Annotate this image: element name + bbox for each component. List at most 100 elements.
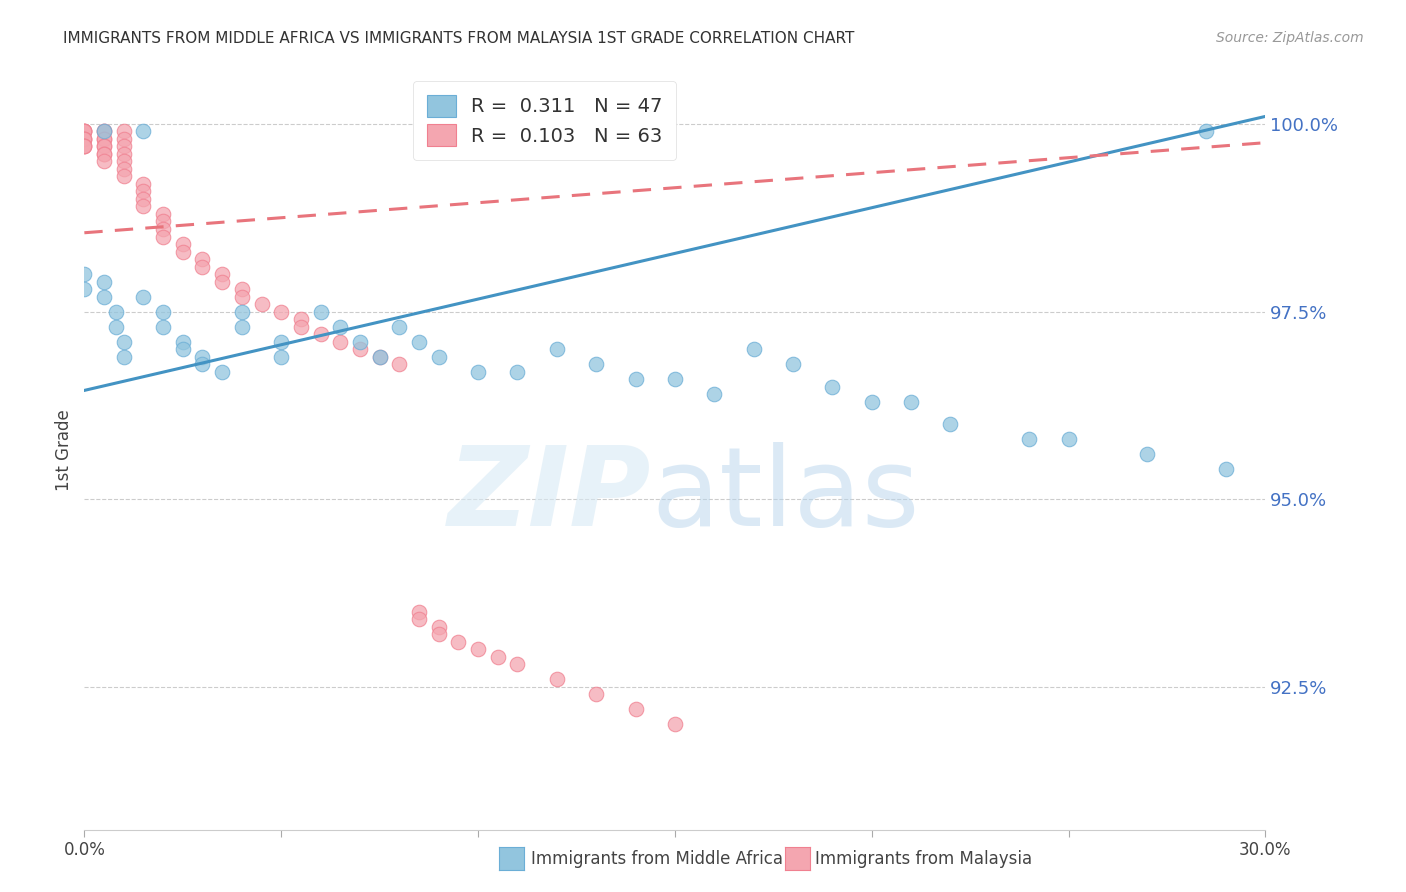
- Point: [112, 132, 135, 146]
- Point: [172, 334, 194, 349]
- Point: [349, 334, 371, 349]
- Point: [546, 342, 568, 356]
- Point: [585, 357, 607, 371]
- Point: [388, 357, 411, 371]
- Point: [585, 688, 607, 702]
- Point: [172, 244, 194, 259]
- Point: [408, 612, 430, 626]
- Point: [1195, 124, 1218, 138]
- Point: [821, 379, 844, 393]
- Point: [703, 387, 725, 401]
- Point: [250, 297, 273, 311]
- Point: [104, 319, 127, 334]
- Point: [506, 365, 529, 379]
- Point: [73, 132, 96, 146]
- Point: [506, 657, 529, 672]
- Point: [211, 267, 233, 281]
- Point: [112, 124, 135, 138]
- Text: ZIP: ZIP: [447, 442, 651, 549]
- Point: [132, 185, 155, 199]
- Point: [270, 304, 292, 318]
- Point: [73, 124, 96, 138]
- Point: [112, 334, 135, 349]
- Point: [427, 350, 450, 364]
- Point: [112, 169, 135, 184]
- Point: [624, 702, 647, 716]
- Point: [467, 365, 489, 379]
- Point: [112, 350, 135, 364]
- Point: [93, 289, 115, 303]
- Point: [349, 342, 371, 356]
- Point: [93, 132, 115, 146]
- Point: [329, 334, 352, 349]
- Point: [172, 342, 194, 356]
- Point: [211, 275, 233, 289]
- Point: [270, 334, 292, 349]
- Point: [467, 642, 489, 657]
- Point: [93, 124, 115, 138]
- Point: [329, 319, 352, 334]
- Point: [368, 350, 391, 364]
- Point: [290, 312, 312, 326]
- Point: [93, 132, 115, 146]
- Text: Source: ZipAtlas.com: Source: ZipAtlas.com: [1216, 31, 1364, 45]
- Text: Immigrants from Middle Africa: Immigrants from Middle Africa: [531, 850, 783, 868]
- Point: [152, 207, 174, 221]
- Point: [624, 372, 647, 386]
- Point: [309, 304, 332, 318]
- Point: [742, 342, 765, 356]
- Point: [73, 124, 96, 138]
- Point: [73, 124, 96, 138]
- Point: [191, 260, 214, 274]
- Point: [939, 417, 962, 432]
- Text: IMMIGRANTS FROM MIDDLE AFRICA VS IMMIGRANTS FROM MALAYSIA 1ST GRADE CORRELATION : IMMIGRANTS FROM MIDDLE AFRICA VS IMMIGRA…: [63, 31, 855, 46]
- Point: [73, 124, 96, 138]
- Point: [93, 139, 115, 153]
- Point: [427, 620, 450, 634]
- Point: [93, 124, 115, 138]
- Point: [447, 635, 470, 649]
- Point: [486, 649, 509, 664]
- Point: [1057, 432, 1080, 446]
- Point: [152, 222, 174, 236]
- Point: [408, 605, 430, 619]
- Point: [1215, 462, 1237, 476]
- Point: [93, 124, 115, 138]
- Point: [112, 154, 135, 169]
- Point: [1018, 432, 1040, 446]
- Point: [172, 237, 194, 252]
- Point: [132, 192, 155, 206]
- Legend: R =  0.311   N = 47, R =  0.103   N = 63: R = 0.311 N = 47, R = 0.103 N = 63: [413, 81, 676, 160]
- Point: [860, 394, 883, 409]
- Point: [132, 289, 155, 303]
- Point: [290, 319, 312, 334]
- Point: [93, 139, 115, 153]
- Point: [782, 357, 804, 371]
- Point: [664, 372, 686, 386]
- Point: [73, 282, 96, 296]
- Point: [231, 304, 253, 318]
- Point: [427, 627, 450, 641]
- Point: [191, 252, 214, 266]
- Point: [152, 229, 174, 244]
- Point: [270, 350, 292, 364]
- Point: [900, 394, 922, 409]
- Point: [112, 147, 135, 161]
- Point: [231, 319, 253, 334]
- Point: [73, 267, 96, 281]
- Point: [93, 154, 115, 169]
- Point: [191, 357, 214, 371]
- Point: [231, 289, 253, 303]
- Point: [152, 304, 174, 318]
- Point: [104, 304, 127, 318]
- Point: [73, 139, 96, 153]
- Point: [388, 319, 411, 334]
- Point: [93, 147, 115, 161]
- Point: [191, 350, 214, 364]
- Point: [73, 139, 96, 153]
- Point: [73, 139, 96, 153]
- Point: [132, 199, 155, 213]
- Y-axis label: 1st Grade: 1st Grade: [55, 409, 73, 491]
- Point: [112, 161, 135, 176]
- Text: Immigrants from Malaysia: Immigrants from Malaysia: [815, 850, 1032, 868]
